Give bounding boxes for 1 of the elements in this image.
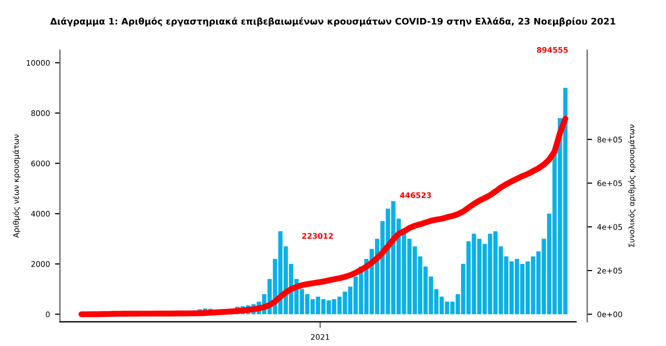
chart-title: Διάγραμμα 1: Αριθμός εργαστηριακά επιβεβαιωμένων κρουσμάτων COVID-19 στην Ελλάδα, 23 Νοεμβρίου 2021 — [50, 17, 616, 26]
